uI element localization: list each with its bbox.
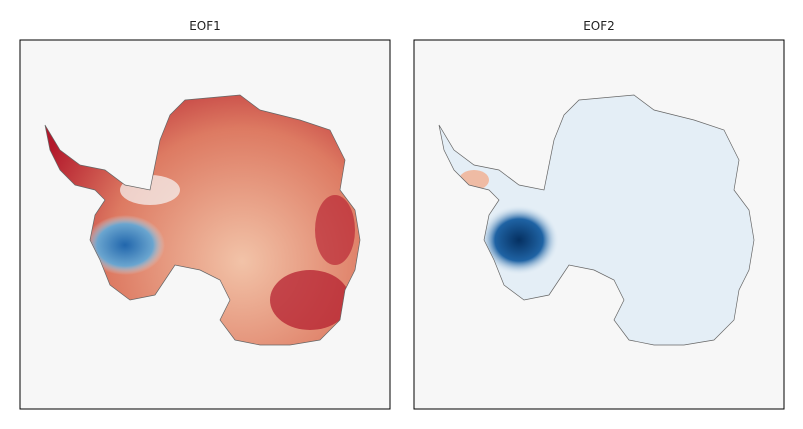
map-panel bbox=[19, 39, 391, 410]
map-panel bbox=[413, 39, 785, 410]
panel-title: EOF1 bbox=[189, 19, 221, 33]
panel-title: EOF2 bbox=[583, 19, 615, 33]
